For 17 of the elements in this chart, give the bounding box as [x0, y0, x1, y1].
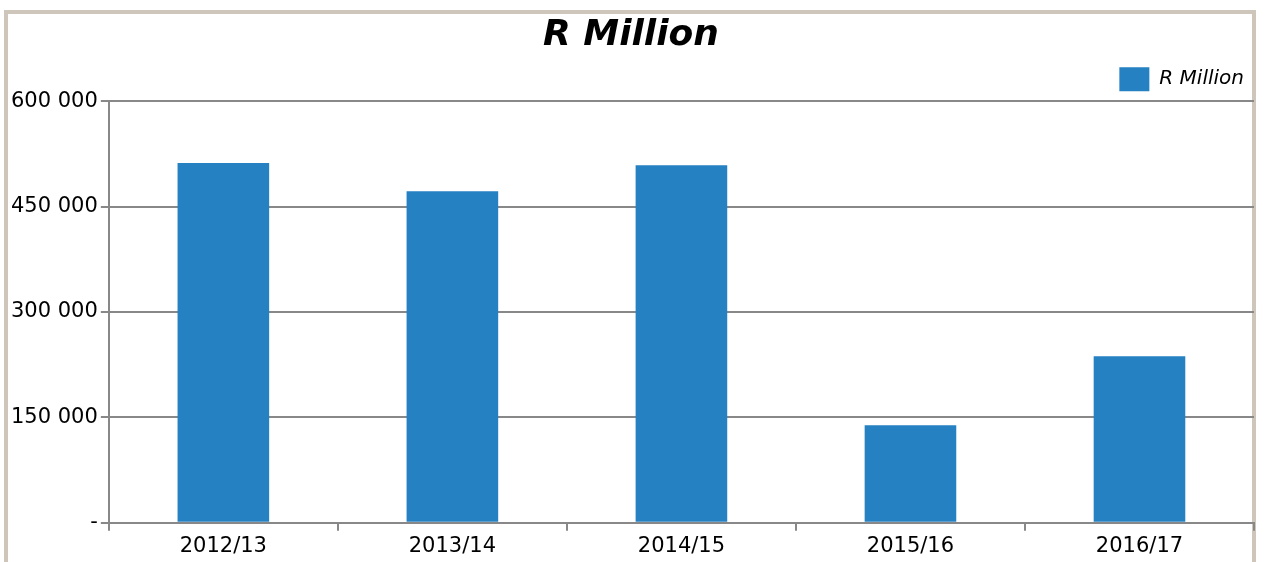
chart-title: R Million [543, 11, 719, 53]
x-tick-label: 2015/16 [866, 532, 955, 557]
x-tick-label: 2013/14 [408, 532, 497, 557]
bar [177, 163, 270, 522]
x-tick-label: 2012/13 [179, 532, 267, 557]
y-tick-label: 450 000 [11, 193, 98, 218]
y-tick-label: 150 000 [11, 403, 98, 428]
legend-label: R Million [1159, 65, 1245, 90]
bar [864, 425, 957, 522]
y-tick-label: 600 000 [11, 87, 98, 112]
x-tick-label: 2014/15 [637, 532, 726, 557]
x-tick-label: 2016/17 [1095, 532, 1184, 557]
y-tick-label: - [90, 509, 98, 534]
bar [406, 191, 499, 522]
bar [1093, 356, 1186, 522]
bar [635, 165, 728, 522]
y-tick-label: 300 000 [11, 298, 98, 323]
